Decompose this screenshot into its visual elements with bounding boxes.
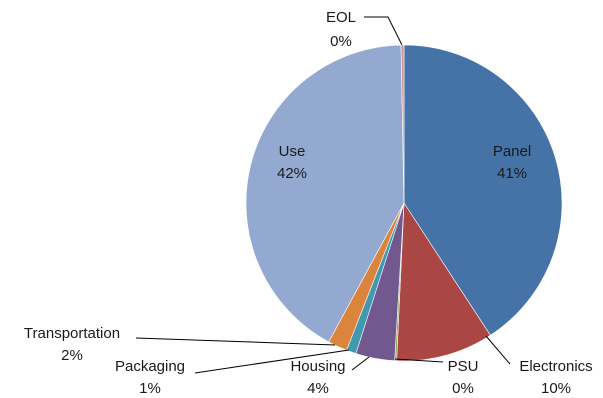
slice-label-housing: Housing (290, 358, 345, 375)
leader-line-psu (394, 358, 444, 363)
slice-value-eol: 0% (330, 33, 352, 50)
slice-label-electronics: Electronics (519, 358, 592, 375)
leader-line-packaging (194, 349, 350, 374)
slice-panel (403, 44, 563, 336)
leader-line-electronics (485, 335, 511, 365)
slice-value-housing: 4% (307, 380, 329, 397)
leader-line-eol (364, 16, 403, 46)
slice-value-electronics: 10% (541, 380, 571, 397)
slice-use (245, 44, 405, 343)
slice-label-psu: PSU (448, 358, 479, 375)
slice-value-use: 42% (277, 165, 307, 182)
slice-value-transportation: 2% (61, 347, 83, 364)
leader-lines (135, 16, 511, 374)
slice-label-transportation: Transportation (24, 325, 120, 342)
leader-line-housing (351, 356, 370, 371)
leader-line-transportation (135, 337, 336, 346)
slice-eol (400, 44, 405, 204)
slice-label-packaging: Packaging (115, 358, 185, 375)
slice-label-panel: Panel (493, 143, 531, 160)
slice-label-eol: EOL (326, 9, 356, 26)
slice-value-panel: 41% (497, 165, 527, 182)
slice-value-psu: 0% (452, 380, 474, 397)
slice-label-use: Use (279, 143, 306, 160)
pie-slices (245, 44, 563, 362)
slice-labels: Panel 41% Electronics 10% PSU 0% Housing 4% Pack… (24, 9, 593, 397)
slice-value-packaging: 1% (139, 380, 161, 397)
